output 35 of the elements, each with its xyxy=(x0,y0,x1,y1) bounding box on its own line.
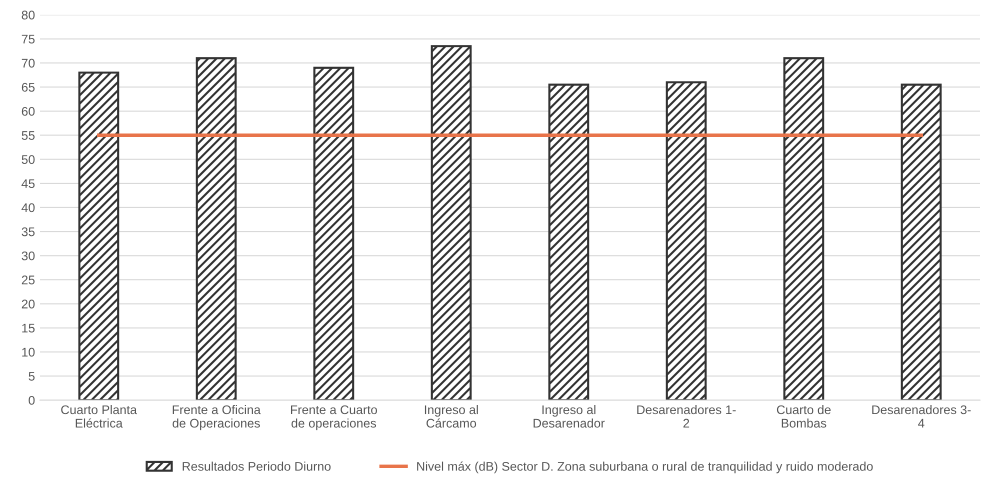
y-tick-label: 30 xyxy=(22,251,35,260)
bar xyxy=(313,66,354,400)
y-tick-label: 20 xyxy=(22,300,35,308)
x-tick-label: Frente a Oficina de Operaciones xyxy=(172,405,261,430)
x-tick-label: Ingreso al Desarenador xyxy=(534,405,605,428)
x-tick-label: Cuarto de Bombas xyxy=(776,405,831,428)
x-tick-label: Desarenadores 3- 4 xyxy=(872,405,971,428)
y-tick-label: 5 xyxy=(28,372,35,381)
y-tick-label: 25 xyxy=(22,276,35,284)
bar xyxy=(430,45,472,400)
legend-label: Nivel máx (dB) Sector D. Zona suburbana o rural de tranquilidad y ruido moderado xyxy=(417,461,873,474)
y-tick-label: 50 xyxy=(22,155,35,164)
y-tick-label: 60 xyxy=(22,106,35,116)
bar xyxy=(783,57,824,400)
y-tick-label: 0 xyxy=(28,396,35,405)
y-tick-label: 80 xyxy=(22,10,35,20)
y-tick-label: 55 xyxy=(22,131,35,140)
y-tick-label: 35 xyxy=(22,227,35,236)
x-tick-label: Frente a Cuarto de operaciones xyxy=(291,405,377,430)
y-tick-label: 40 xyxy=(22,203,35,212)
y-tick-label: 70 xyxy=(22,58,35,68)
x-tick-label: Cuarto Planta Eléctrica xyxy=(61,405,137,428)
y-tick-label: 15 xyxy=(22,324,35,333)
y-tick-label: 10 xyxy=(22,348,35,357)
y-tick-label: 75 xyxy=(22,34,35,44)
legend-label: Resultados Periodo Diurno xyxy=(182,462,331,471)
bar xyxy=(196,57,237,400)
y-tick-label: 45 xyxy=(22,179,35,188)
x-tick-label: Ingreso al Cárcamo xyxy=(424,405,478,428)
x-tick-label: Desarenadores 1- 2 xyxy=(637,405,736,428)
y-tick-label: 65 xyxy=(22,82,35,92)
bar xyxy=(666,81,707,400)
bar xyxy=(900,84,942,400)
bar xyxy=(548,84,590,400)
bar xyxy=(78,72,120,400)
